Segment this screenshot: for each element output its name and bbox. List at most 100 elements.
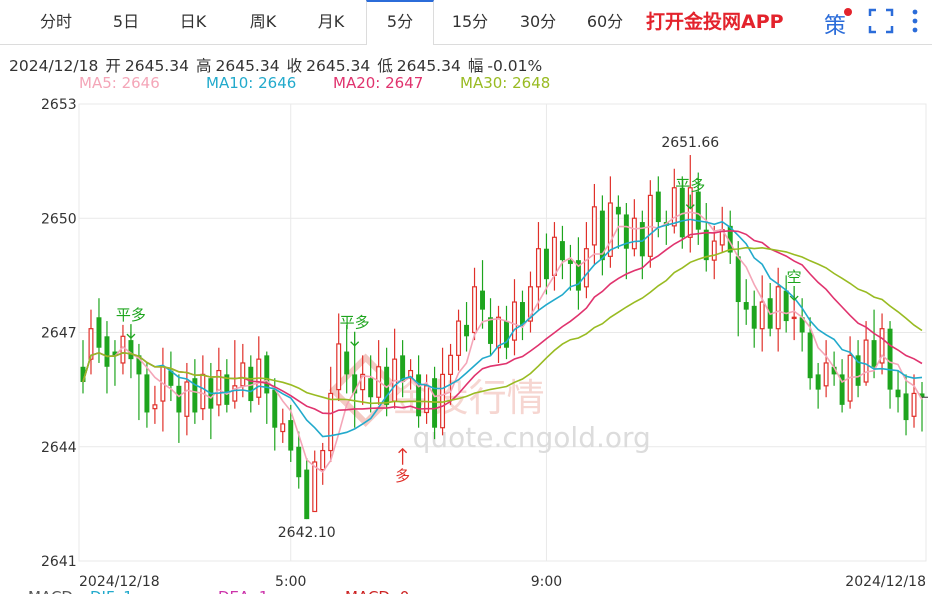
candle-body-down xyxy=(799,317,805,333)
candle-body-up xyxy=(336,343,342,391)
signal-label: 平多 xyxy=(340,314,370,332)
grid-lines xyxy=(78,103,927,562)
low-value-label: 2642.10 xyxy=(278,525,336,541)
candle-body-down xyxy=(639,222,645,257)
candle-body-down xyxy=(96,317,102,348)
candle-body-down xyxy=(136,355,142,375)
y-tick-label: 2650 xyxy=(41,211,77,227)
candle-body-up xyxy=(216,369,222,406)
notification-dot xyxy=(844,8,852,16)
candles xyxy=(80,155,925,520)
candle-body-up xyxy=(328,392,334,452)
signal-arrow-down-icon xyxy=(685,194,695,210)
y-tick-label: 2641 xyxy=(41,554,77,570)
candle-body-down xyxy=(599,210,605,261)
candle-body-down xyxy=(871,340,877,367)
x-tick-label: 2024/12/18 xyxy=(79,574,160,590)
tab-5day[interactable]: 5日 xyxy=(112,12,140,31)
candle-body-up xyxy=(472,286,478,334)
tab-60min[interactable]: 60分 xyxy=(586,12,624,31)
candle-body-up xyxy=(456,320,462,356)
watermark-logo xyxy=(328,353,403,428)
candle-body-down xyxy=(368,378,374,398)
candle-body-down xyxy=(128,340,134,360)
candle-body-up xyxy=(607,202,613,257)
macd-legend-item: DEA: 1 xyxy=(218,588,268,594)
candle-body-up xyxy=(496,316,501,349)
candle-body-down xyxy=(288,420,294,451)
y-tick-label: 2647 xyxy=(41,326,77,342)
ma30-legend: MA30: 2648 xyxy=(460,74,551,92)
ma5-legend: MA5: 2646 xyxy=(79,74,160,92)
candle-body-down xyxy=(144,374,150,413)
tab-30min[interactable]: 30分 xyxy=(519,12,557,31)
tab-minute[interactable]: 分时 xyxy=(39,12,72,31)
candle-body-down xyxy=(783,290,789,322)
signal-arrow-down-icon xyxy=(789,286,799,301)
more-button[interactable] xyxy=(903,6,927,36)
candle-body-up xyxy=(527,286,533,322)
candle-body-up xyxy=(535,248,541,288)
candle-body-down xyxy=(80,366,86,383)
signal-label: 空 xyxy=(787,268,802,286)
candle-body-up xyxy=(791,316,797,320)
tab-weekly-k[interactable]: 周K xyxy=(249,12,277,31)
candle-body-up xyxy=(448,354,454,375)
ma10-legend: MA10: 2646 xyxy=(206,74,297,92)
candle-body-up xyxy=(512,301,517,341)
tab-15min[interactable]: 15分 xyxy=(451,12,489,31)
candle-body-up xyxy=(408,369,414,379)
ma20-legend: MA20: 2647 xyxy=(333,74,424,92)
candle-body-down xyxy=(839,374,845,405)
signal-arrow-up-icon xyxy=(398,447,408,465)
candle-body-down xyxy=(895,389,901,398)
candle-body-down xyxy=(519,302,525,325)
candle-body-down xyxy=(344,351,350,375)
candle-body-up xyxy=(759,301,765,330)
candle-body-up xyxy=(200,373,206,410)
macd-legend-item: MACD: 0 xyxy=(345,588,409,594)
candle-body-up xyxy=(591,206,597,246)
info-low: 2645.34 xyxy=(396,57,461,75)
high-value-label: 2651.66 xyxy=(661,135,719,151)
candle-body-down xyxy=(623,214,629,249)
candle-body-up xyxy=(152,404,158,410)
candle-body-down xyxy=(919,393,925,398)
open-app-link[interactable]: 打开金投网APP xyxy=(646,11,784,33)
x-tick-label: 9:00 xyxy=(531,574,562,590)
info-low-label: 低 xyxy=(377,57,393,75)
candle-body-up xyxy=(775,286,781,330)
tab-monthly-k[interactable]: 月K xyxy=(317,12,345,31)
watermark-url: quote.cngold.org xyxy=(413,421,651,454)
ma30-line xyxy=(82,246,923,405)
y-tick-label: 2653 xyxy=(41,97,77,113)
candle-body-down xyxy=(504,321,509,348)
candle-body-down xyxy=(655,191,661,223)
period-tabs: 分时 5日 日K 周K 月K 5分 15分 30分 60分 打开金投网APP 策 xyxy=(0,0,932,46)
candle-body-up xyxy=(711,240,717,261)
strategy-button[interactable]: 策 xyxy=(822,6,852,39)
candle-body-down xyxy=(695,191,701,230)
candle-body-up xyxy=(232,385,238,402)
candle-body-down xyxy=(727,225,733,253)
candle-body-down xyxy=(815,374,821,390)
tab-5min[interactable]: 5分 xyxy=(366,0,434,46)
candle-body-up xyxy=(320,449,326,471)
info-open: 2645.34 xyxy=(124,57,189,75)
candle-body-down xyxy=(480,290,486,310)
strategy-label: 策 xyxy=(824,14,847,39)
fullscreen-button[interactable] xyxy=(866,6,896,36)
candle-body-up xyxy=(240,362,246,387)
tab-daily-k[interactable]: 日K xyxy=(179,12,207,31)
signal-label: 多 xyxy=(395,467,410,485)
candle-body-down xyxy=(887,328,893,390)
candle-body-up xyxy=(88,328,94,360)
more-vertical-icon xyxy=(912,9,918,33)
fullscreen-icon xyxy=(868,8,894,34)
signal-label: 平多 xyxy=(116,306,146,324)
candle-body-down xyxy=(192,378,198,413)
candle-body-down xyxy=(567,260,573,264)
info-close: 2645.34 xyxy=(306,57,371,75)
info-date: 2024/12/18 xyxy=(9,57,99,75)
